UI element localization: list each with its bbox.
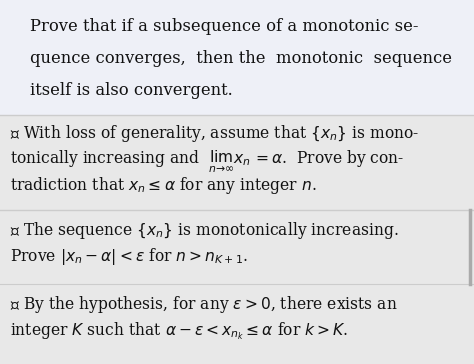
Text: tonically increasing and  $\lim_{n\to\infty} x_n = \alpha$.  Prove by con-: tonically increasing and $\lim_{n\to\inf… <box>10 149 404 175</box>
Text: integer $K$ such that $\alpha - \varepsilon < x_{n_k} \leq \alpha$ for $k > K$.: integer $K$ such that $\alpha - \varepsi… <box>10 320 348 341</box>
Text: Prove that if a subsequence of a monotonic se-: Prove that if a subsequence of a monoton… <box>30 18 419 35</box>
Text: Prove $|x_n - \alpha| < \varepsilon$ for $n > n_{K+1}$.: Prove $|x_n - \alpha| < \varepsilon$ for… <box>10 246 248 267</box>
Text: quence converges,  then the  monotonic  sequence: quence converges, then the monotonic seq… <box>30 50 452 67</box>
Text: ③ The sequence $\{x_n\}$ is monotonically increasing.: ③ The sequence $\{x_n\}$ is monotonicall… <box>10 220 399 241</box>
Text: ① With loss of generality, assume that $\{x_n\}$ is mono-: ① With loss of generality, assume that $… <box>10 123 419 144</box>
FancyBboxPatch shape <box>0 0 474 115</box>
Text: ② By the hypothesis, for any $\varepsilon > 0$, there exists an: ② By the hypothesis, for any $\varepsilo… <box>10 294 398 315</box>
Text: tradiction that $x_n \leq \alpha$ for any integer $n$.: tradiction that $x_n \leq \alpha$ for an… <box>10 175 317 196</box>
FancyBboxPatch shape <box>0 115 474 364</box>
Text: itself is also convergent.: itself is also convergent. <box>30 82 233 99</box>
